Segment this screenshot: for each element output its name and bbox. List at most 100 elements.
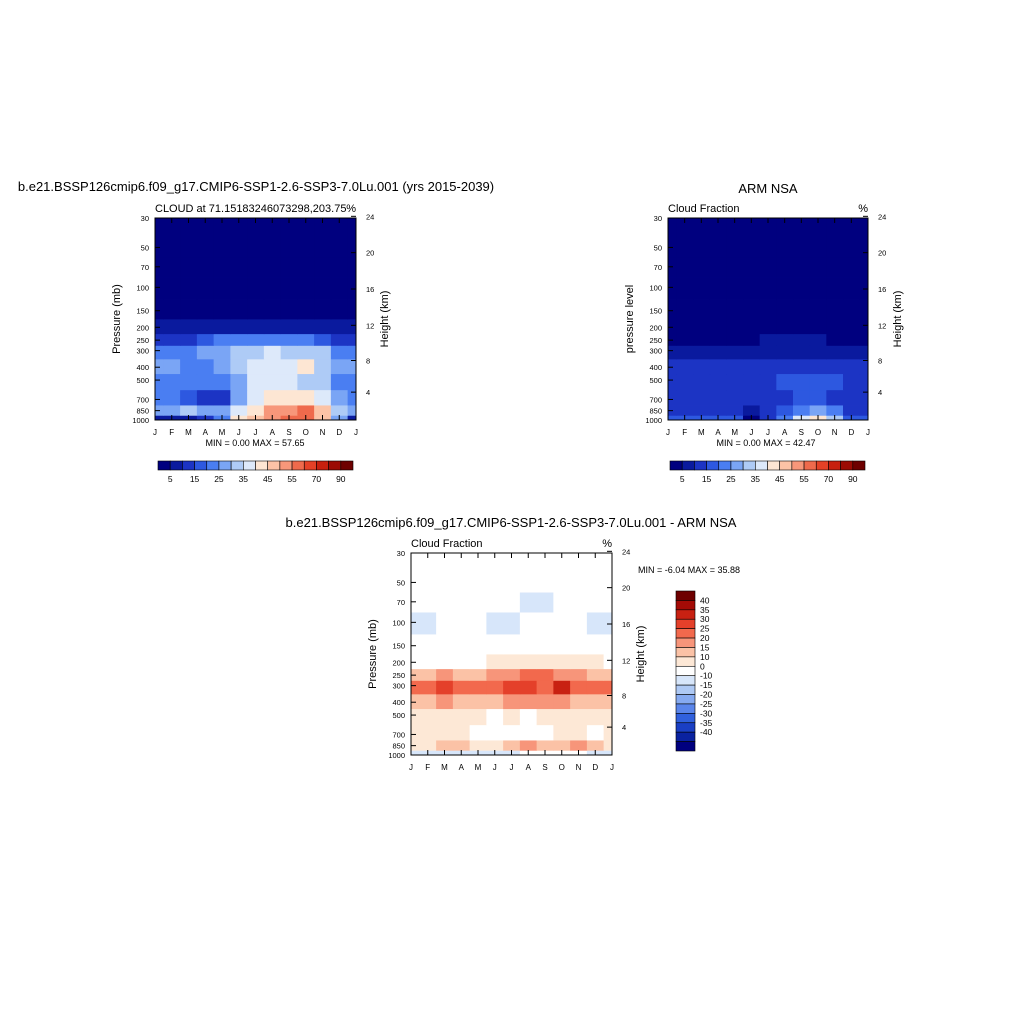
y-right-tick-label: 16 [622, 620, 630, 629]
contour-cell [776, 277, 794, 300]
contour-cell [793, 319, 811, 335]
contour-cell [603, 612, 613, 635]
contour-cell [213, 345, 231, 360]
y-tick-label: 70 [654, 263, 662, 272]
contour-cell [586, 567, 605, 593]
contour-cell [519, 708, 538, 726]
contour-cell [314, 373, 332, 391]
y-tick-label: 850 [649, 407, 662, 416]
contour-cell [676, 277, 694, 300]
contour-cell [297, 358, 315, 375]
y-right-tick-label: 8 [622, 692, 626, 701]
contour-cell [536, 654, 554, 670]
contour-cell [668, 277, 677, 300]
contour-cell [452, 612, 471, 635]
contour-cell [570, 654, 588, 670]
contour-cell [586, 634, 605, 655]
contour-cell [411, 750, 420, 756]
contour-cell [843, 277, 861, 300]
x-tick-label: O [559, 763, 565, 772]
contour-cell [452, 708, 471, 726]
contour-cell [503, 553, 521, 569]
contour-cell [280, 333, 298, 346]
contour-cell [519, 592, 538, 613]
contour-cell [603, 750, 613, 756]
colorbar-swatch [218, 460, 232, 471]
colorbar-label: 90 [848, 474, 858, 484]
contour-cell [726, 405, 744, 416]
contour-cell [570, 724, 588, 741]
contour-cell [452, 668, 471, 681]
y-tick-label: 300 [392, 682, 405, 691]
contour-cell [826, 373, 844, 391]
contour-cell [503, 693, 521, 710]
contour-cell [603, 567, 613, 593]
contour-cell [280, 319, 298, 335]
y-tick-label: 100 [136, 283, 149, 292]
contour-cell [330, 345, 349, 360]
contour-cell [519, 693, 538, 710]
contour-cell [503, 708, 521, 726]
x-tick-label: S [799, 428, 804, 437]
x-tick-label: N [576, 763, 582, 772]
contour-cell [486, 708, 504, 726]
contour-cell [247, 299, 265, 320]
y-tick-label: 300 [136, 347, 149, 356]
contour-cell [519, 553, 538, 569]
contour-cell [436, 724, 454, 741]
colorbar-label: 35 [751, 474, 761, 484]
x-tick-label: J [749, 428, 753, 437]
y-axis-right-label: Height (km) [379, 291, 391, 348]
contour-cell [570, 553, 588, 569]
contour-cell [280, 345, 298, 360]
x-tick-label: O [815, 428, 821, 437]
contour-cell [330, 389, 349, 406]
contour-cell [826, 319, 844, 335]
contour-cell [230, 358, 248, 375]
colorbar-swatch [675, 609, 696, 620]
contour-cell [859, 277, 869, 300]
y-tick-label: 150 [392, 642, 405, 651]
contour-cell [586, 708, 605, 726]
contour-cell [411, 724, 420, 741]
contour-cell [330, 299, 349, 320]
y-tick-label: 250 [649, 336, 662, 345]
contour-cell [693, 389, 711, 406]
contour-cell [826, 345, 844, 360]
colorbar-swatch [316, 460, 329, 471]
contour-cell [553, 592, 571, 613]
colorbar-label: 70 [824, 474, 834, 484]
y-tick-label: 700 [649, 395, 662, 404]
contour-cell [776, 218, 794, 234]
y-tick-label: 1000 [645, 416, 662, 425]
contour-cell [553, 680, 571, 695]
contour-cell [570, 693, 588, 710]
min-max-stats: MIN = 0.00 MAX = 42.47 [716, 438, 815, 448]
contour-cell [419, 553, 437, 569]
x-tick-label: M [219, 428, 226, 437]
contour-cell [347, 389, 357, 406]
contour-cell [155, 415, 164, 421]
contour-cell [411, 553, 420, 569]
contour-cell [230, 405, 248, 416]
contour-cell [809, 373, 827, 391]
colorbar-swatch [742, 460, 756, 471]
contour-cell [180, 389, 198, 406]
contour-cell [297, 232, 315, 258]
contour-cell [709, 277, 727, 300]
contour-cell [826, 232, 844, 258]
contour-cell [314, 277, 332, 300]
contour-cell [330, 319, 349, 335]
colorbar-label: -30 [700, 708, 713, 718]
x-tick-label: D [592, 763, 598, 772]
contour-cell [709, 299, 727, 320]
min-max-stats: MIN = 0.00 MAX = 57.65 [205, 438, 304, 448]
contour-cell [263, 232, 282, 258]
contour-cell [793, 358, 811, 375]
contour-cell [297, 389, 315, 406]
contour-cell [826, 389, 844, 406]
contour-cell [759, 257, 777, 278]
contour-cell [419, 724, 437, 741]
y-tick-label: 200 [392, 658, 405, 667]
contour-cell [809, 299, 827, 320]
